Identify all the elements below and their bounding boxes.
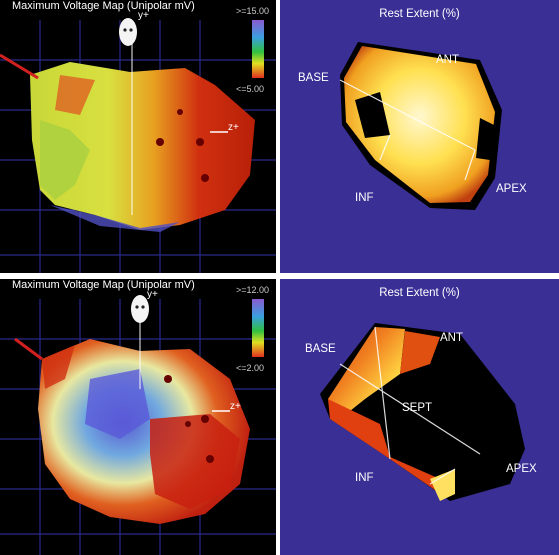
rest-extent-panel-top: Rest Extent (%) BASE ANT INF APEX <box>280 0 559 273</box>
axis-y-label: y+ <box>138 10 149 21</box>
voltage-heart-map <box>0 18 255 232</box>
voltage-map-panel-bottom: Maximum Voltage Map (Unipolar mV) >=12.0… <box>0 279 276 555</box>
label-ant: ANT <box>440 332 463 344</box>
voltage-map-title: Maximum Voltage Map (Unipolar mV) <box>12 279 195 291</box>
label-ant: ANT <box>436 54 459 66</box>
voltage-color-scale <box>252 20 264 78</box>
label-apex: APEX <box>496 183 527 195</box>
axis-y-label: y+ <box>147 289 158 300</box>
scale-min-label: <=5.00 <box>236 84 265 94</box>
rest-extent-heart-map <box>320 323 525 501</box>
rest-extent-panel-bottom: Rest Extent (%) BASE ANT SEPT INF APEX <box>280 279 559 555</box>
label-base: BASE <box>305 343 336 355</box>
label-apex: APEX <box>506 463 537 475</box>
label-inf: INF <box>355 192 374 204</box>
orientation-head-icon <box>131 295 149 323</box>
label-base: BASE <box>298 72 329 84</box>
scale-max-label: >=15.00 <box>236 6 270 16</box>
rest-extent-heart-map <box>339 42 502 210</box>
rest-extent-title: Rest Extent (%) <box>379 8 460 20</box>
voltage-color-scale <box>252 299 264 357</box>
voltage-map-panel-top: Maximum Voltage Map (Unipolar mV) >=15.0… <box>0 0 276 273</box>
rest-extent-title: Rest Extent (%) <box>379 287 460 299</box>
label-inf: INF <box>355 472 374 484</box>
scale-max-label: >=12.00 <box>236 285 270 295</box>
axis-z-label: z+ <box>230 401 241 412</box>
orientation-head-icon <box>119 18 137 46</box>
scale-min-label: <=2.00 <box>236 363 265 373</box>
axis-z-label: z+ <box>228 122 239 133</box>
label-sept: SEPT <box>402 402 433 414</box>
voltage-map-title: Maximum Voltage Map (Unipolar mV) <box>12 0 195 12</box>
voltage-heart-map <box>14 295 250 524</box>
